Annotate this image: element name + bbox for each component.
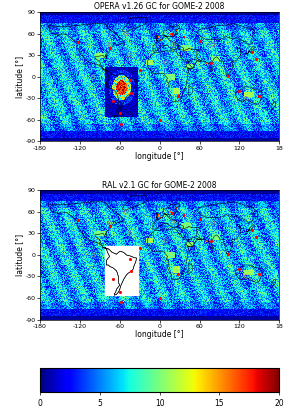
Point [127, 230, 132, 237]
Point [124, 31, 129, 37]
Point [107, 45, 112, 51]
Point [257, 93, 262, 100]
Point [254, 55, 258, 62]
Point [91, 252, 95, 258]
Point [250, 49, 254, 55]
Point [209, 60, 213, 67]
Point [124, 208, 129, 215]
Point [107, 41, 112, 48]
Point [237, 266, 242, 273]
Point [257, 271, 262, 277]
Point [111, 275, 115, 282]
Y-axis label: latitude [°]: latitude [°] [15, 234, 24, 276]
Point [119, 120, 123, 127]
Point [111, 97, 115, 104]
Point [226, 73, 230, 80]
Point [211, 220, 215, 226]
Point [127, 255, 132, 262]
Point [164, 59, 168, 66]
Point [169, 209, 174, 216]
Point [226, 251, 230, 257]
Point [209, 238, 213, 244]
Polygon shape [105, 246, 138, 295]
Point [107, 220, 112, 226]
Point [244, 95, 248, 102]
Point [129, 268, 133, 274]
Point [250, 226, 254, 233]
Point [91, 73, 95, 80]
Point [171, 220, 175, 226]
Point [197, 38, 202, 44]
Point [164, 237, 168, 244]
Point [237, 88, 242, 95]
Point [127, 77, 132, 84]
Point [117, 288, 122, 295]
Y-axis label: latitude [°]: latitude [°] [15, 56, 24, 98]
Point [211, 41, 215, 48]
Point [137, 244, 142, 251]
X-axis label: longitude [°]: longitude [°] [135, 330, 184, 339]
X-axis label: longitude [°]: longitude [°] [135, 152, 184, 161]
Point [76, 217, 80, 223]
Point [254, 234, 258, 240]
Point [76, 38, 80, 45]
Point [127, 52, 132, 59]
Point [176, 92, 180, 99]
Point [157, 295, 162, 301]
Point [197, 216, 202, 222]
Point [119, 298, 123, 305]
Point [117, 110, 122, 117]
Point [176, 271, 180, 277]
Point [169, 31, 174, 38]
Point [157, 117, 162, 123]
Polygon shape [105, 248, 136, 295]
Title: OPERA v1.26 GC for GOME-2 2008: OPERA v1.26 GC for GOME-2 2008 [94, 2, 225, 11]
Title: RAL v2.1 GC for GOME-2 2008: RAL v2.1 GC for GOME-2 2008 [102, 181, 217, 190]
Point [137, 67, 142, 73]
Point [129, 89, 133, 96]
Point [244, 273, 248, 280]
Point [171, 41, 175, 48]
Point [107, 223, 112, 229]
